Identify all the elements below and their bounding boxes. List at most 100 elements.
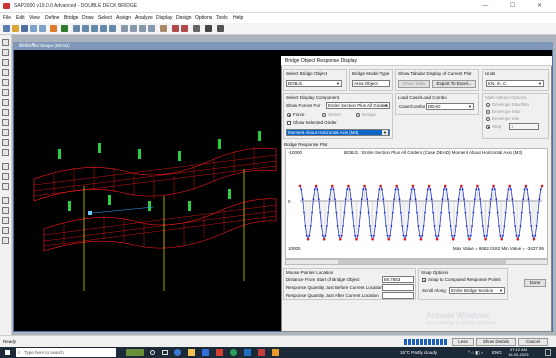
menu-assign[interactable]: Assign — [116, 15, 132, 21]
cortana-icon[interactable] — [150, 350, 155, 355]
edge-icon[interactable] — [174, 349, 181, 356]
cancel-button[interactable]: Cancel — [518, 338, 548, 346]
sum-icon[interactable] — [217, 25, 224, 32]
weather-text[interactable]: 15°C Partly cloudy — [400, 350, 438, 355]
radio-force[interactable] — [287, 113, 291, 117]
view-yz-icon[interactable] — [148, 25, 155, 32]
menu-design[interactable]: Design — [176, 15, 192, 21]
draw-cable-icon[interactable] — [2, 79, 9, 86]
menu-edit[interactable]: Edit — [16, 15, 25, 21]
store-icon[interactable] — [202, 349, 209, 356]
bridge-object-select[interactable]: BOBJ1 ▼ — [286, 80, 342, 87]
menu-bridge[interactable]: Bridge — [64, 15, 79, 21]
run-icon[interactable] — [61, 25, 68, 32]
less-button[interactable]: Less — [452, 338, 474, 346]
clock-date[interactable]: 16-03-2023 — [508, 352, 529, 357]
window-controls[interactable]: — ☐ ✕ — [482, 3, 552, 9]
draw-rect-area-icon[interactable] — [2, 99, 9, 106]
clear-selection-icon[interactable] — [2, 183, 9, 190]
news-widget-icon[interactable] — [126, 349, 144, 356]
dimension-icon[interactable] — [2, 139, 9, 146]
menu-view[interactable]: View — [29, 15, 40, 21]
show-details-button[interactable]: Show Details — [476, 338, 516, 346]
app-taskbar-icon[interactable] — [272, 349, 279, 356]
show-selected-girder-checkbox[interactable] — [287, 121, 291, 125]
scroll-along-select[interactable]: Entire Bridge Section ▼ — [449, 287, 505, 294]
menu-analyze[interactable]: Analyze — [135, 15, 153, 21]
redo-icon[interactable] — [39, 25, 46, 32]
rotate-icon[interactable] — [160, 25, 167, 32]
draw-solid-icon[interactable] — [2, 109, 9, 116]
view-xy-icon[interactable] — [130, 25, 137, 32]
lock-icon[interactable] — [50, 25, 57, 32]
section-cut-icon[interactable] — [205, 25, 212, 32]
get-previous-selection-icon[interactable] — [2, 173, 9, 180]
open-icon[interactable] — [12, 25, 19, 32]
component-select[interactable]: Moment About Horizontal Axis (M3) ▼ — [286, 129, 390, 136]
reshape-icon[interactable] — [2, 49, 9, 56]
zoom-in-icon[interactable] — [82, 25, 89, 32]
menu-draw[interactable]: Draw — [82, 15, 94, 21]
menu-options[interactable]: Options — [195, 15, 213, 21]
section-cut-draw-icon[interactable] — [2, 129, 9, 136]
menu-file[interactable]: File — [3, 15, 12, 21]
draw-joint-icon[interactable] — [2, 59, 9, 66]
radio-design[interactable] — [356, 113, 360, 117]
draw-frame-icon[interactable] — [2, 69, 9, 76]
bridge-response-plot[interactable]: -10000 BOBJ1 : Entire Section Plus All G… — [285, 148, 548, 259]
step-field[interactable]: 1 — [509, 123, 539, 130]
language-indicator[interactable]: ENG — [492, 350, 502, 355]
menu-tools[interactable]: Tools — [216, 15, 228, 21]
show-forces-for-select[interactable]: Entire Section Plus All Girders ▼ — [326, 102, 390, 109]
pointer-icon[interactable] — [2, 39, 9, 46]
zoom-window-icon[interactable] — [100, 25, 107, 32]
tray-icons[interactable]: ^ ⌂ ◧ ♪ — [468, 350, 484, 355]
draw-link-icon[interactable] — [2, 119, 9, 126]
new-model-icon[interactable] — [3, 25, 10, 32]
radio-envelope-maxmin[interactable] — [486, 103, 490, 107]
radio-envelope-min[interactable] — [486, 117, 490, 121]
export-excel-button[interactable]: Export To Excel... — [432, 80, 476, 88]
sap2000-taskbar-icon[interactable] — [258, 349, 265, 356]
acrobat-icon[interactable] — [216, 349, 223, 356]
save-icon[interactable] — [21, 25, 28, 32]
bridge-3d-model[interactable] — [14, 51, 282, 341]
snap-ends-icon[interactable] — [2, 207, 9, 214]
snap-perpendicular-icon[interactable] — [2, 227, 9, 234]
radio-stress[interactable] — [322, 113, 326, 117]
taskbar-search[interactable]: ⌕ Type here to search — [16, 348, 116, 357]
windows-start-icon[interactable] — [5, 350, 10, 355]
task-view-icon[interactable] — [162, 350, 168, 355]
snap-checkbox[interactable]: ✓ — [422, 278, 427, 283]
word-icon[interactable] — [244, 349, 251, 356]
snap-points-icon[interactable] — [2, 197, 9, 204]
plot-scrollbar-thumb[interactable] — [338, 260, 506, 264]
child-window-controls[interactable]: ▭ ▭ ✕ — [19, 42, 36, 48]
undo-icon[interactable] — [30, 25, 37, 32]
clock-time[interactable]: 07:12 AM — [510, 347, 527, 352]
draw-area-icon[interactable] — [2, 89, 9, 96]
file-explorer-icon[interactable] — [188, 349, 195, 356]
snap-lines-icon[interactable] — [2, 237, 9, 244]
view-xz-icon[interactable] — [139, 25, 146, 32]
plot-scrollbar[interactable] — [285, 259, 548, 265]
display-deformed-icon[interactable] — [172, 25, 179, 32]
menu-define[interactable]: Define — [45, 15, 60, 21]
show-table-button[interactable]: Show Table — [398, 80, 430, 88]
select-all-icon[interactable] — [2, 163, 9, 170]
pan-icon[interactable] — [73, 25, 80, 32]
chrome-icon[interactable] — [230, 349, 237, 356]
view-3d-icon[interactable] — [121, 25, 128, 32]
case-combo-select[interactable]: DEAD ▼ — [426, 103, 474, 110]
done-button[interactable]: Done — [524, 279, 546, 287]
display-forces-icon[interactable] — [181, 25, 188, 32]
reference-point-icon[interactable] — [2, 149, 9, 156]
menu-select[interactable]: Select — [98, 15, 112, 21]
menu-help[interactable]: Help — [233, 15, 244, 21]
snap-intersections-icon[interactable] — [2, 217, 9, 224]
radio-envelope-max[interactable] — [486, 110, 490, 114]
notifications-icon[interactable] — [545, 349, 551, 356]
radio-step[interactable] — [486, 125, 490, 129]
zoom-out-icon[interactable] — [91, 25, 98, 32]
grid-icon[interactable] — [193, 25, 200, 32]
